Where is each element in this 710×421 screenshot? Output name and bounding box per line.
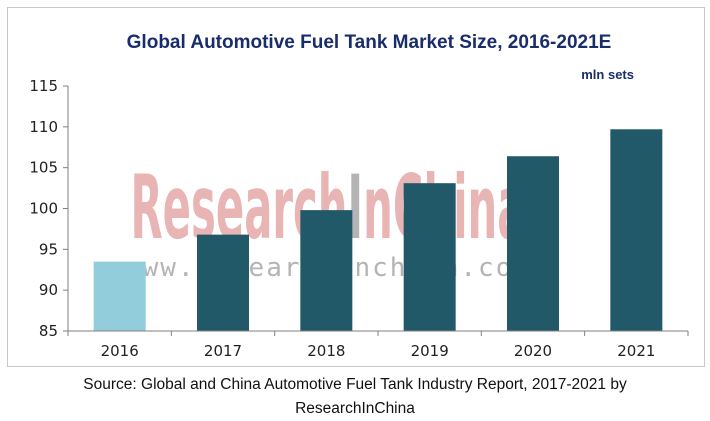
x-axis: 2016 2017 2018 2019 2020 2021 xyxy=(67,330,689,360)
source-line-2: ResearchInChina xyxy=(295,400,415,417)
x-tick-label: 2021 xyxy=(617,342,655,360)
bar-2021 xyxy=(610,129,663,331)
y-tick-label: 100 xyxy=(29,200,58,218)
x-tick-label: 2019 xyxy=(411,342,449,360)
unit-label: mln sets xyxy=(581,67,634,82)
y-tick-label: 110 xyxy=(29,118,58,136)
bar-2016 xyxy=(93,261,146,331)
bar-chart: Global Automotive Fuel Tank Market Size,… xyxy=(29,32,689,360)
y-tick-label: 115 xyxy=(29,77,58,95)
y-tick-label: 95 xyxy=(39,240,58,258)
x-tick-label: 2016 xyxy=(101,342,139,360)
bar-2019 xyxy=(403,183,456,331)
x-tick-label: 2018 xyxy=(307,342,345,360)
x-tick-label: 2020 xyxy=(514,342,552,360)
bar-2020 xyxy=(507,156,559,331)
chart-title: Global Automotive Fuel Tank Market Size,… xyxy=(127,32,612,53)
bar-2018 xyxy=(300,210,353,331)
source-note: Source: Global and China Automotive Fuel… xyxy=(0,373,710,421)
bar-2017 xyxy=(197,234,249,331)
y-tick-label: 105 xyxy=(29,159,58,177)
y-tick-label: 85 xyxy=(39,322,58,340)
chart-frame: Global Automotive Fuel Tank Market Size,… xyxy=(7,7,705,367)
y-axis: 85 90 95 100 105 110 115 xyxy=(29,77,69,340)
bars-layer xyxy=(93,129,663,331)
source-line-1: Source: Global and China Automotive Fuel… xyxy=(83,376,627,393)
x-tick-label: 2017 xyxy=(204,342,242,360)
y-tick-label: 90 xyxy=(39,281,58,299)
